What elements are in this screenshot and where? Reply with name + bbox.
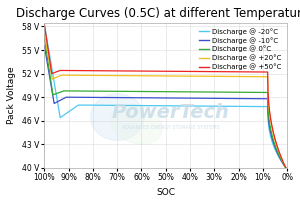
- Discharge @ -20°C: [43, 24, 46, 26]
- Discharge @ 0°C: [43, 37, 46, 39]
- Discharge @ -10°C: [277, 154, 280, 156]
- Line: Discharge @ +20°C: Discharge @ +20°C: [44, 34, 286, 168]
- Discharge @ -20°C: [44, 33, 48, 36]
- Discharge @ -20°C: [277, 155, 280, 157]
- Discharge @ +20°C: [44, 38, 47, 40]
- Discharge @ -10°C: [44, 51, 47, 53]
- Discharge @ -10°C: [57, 100, 60, 102]
- Discharge @ 0°C: [284, 167, 288, 169]
- Discharge @ +50°C: [43, 24, 46, 26]
- Discharge @ +50°C: [282, 162, 285, 164]
- Line: Discharge @ +50°C: Discharge @ +50°C: [44, 25, 286, 168]
- Discharge @ -20°C: [282, 164, 285, 166]
- Line: Discharge @ 0°C: Discharge @ 0°C: [44, 38, 286, 168]
- Discharge @ -10°C: [284, 167, 288, 169]
- Text: ADVANCED ENERGY STORAGE SYSTEMS: ADVANCED ENERGY STORAGE SYSTEMS: [122, 125, 220, 130]
- X-axis label: SOC: SOC: [156, 188, 175, 197]
- Y-axis label: Pack Voltage: Pack Voltage: [7, 67, 16, 124]
- Discharge @ 0°C: [44, 43, 47, 45]
- Discharge @ -20°C: [65, 112, 69, 114]
- Discharge @ +50°C: [284, 167, 288, 169]
- Discharge @ 0°C: [277, 152, 280, 155]
- Discharge @ 0°C: [55, 92, 59, 95]
- Text: PowerTech: PowerTech: [112, 103, 230, 122]
- Ellipse shape: [111, 104, 162, 144]
- Legend: Discharge @ -20°C, Discharge @ -10°C, Discharge @ 0°C, Discharge @ +20°C, Discha: Discharge @ -20°C, Discharge @ -10°C, Di…: [197, 26, 284, 72]
- Discharge @ -10°C: [110, 96, 114, 99]
- Discharge @ -10°C: [282, 163, 285, 166]
- Discharge @ +50°C: [44, 29, 47, 31]
- Discharge @ +50°C: [277, 149, 280, 151]
- Discharge @ 0°C: [282, 163, 285, 165]
- Ellipse shape: [91, 94, 144, 140]
- Line: Discharge @ -10°C: Discharge @ -10°C: [44, 46, 286, 168]
- Discharge @ -20°C: [54, 91, 58, 93]
- Discharge @ 0°C: [49, 78, 52, 80]
- Discharge @ -20°C: [120, 104, 123, 107]
- Discharge @ +50°C: [48, 59, 52, 61]
- Discharge @ -20°C: [284, 167, 288, 169]
- Discharge @ +20°C: [54, 76, 57, 79]
- Discharge @ +20°C: [48, 65, 52, 68]
- Discharge @ -10°C: [43, 45, 46, 47]
- Discharge @ -10°C: [50, 86, 53, 89]
- Discharge @ +50°C: [53, 71, 57, 74]
- Discharge @ +20°C: [43, 33, 46, 35]
- Line: Discharge @ -20°C: Discharge @ -20°C: [44, 25, 286, 168]
- Discharge @ +20°C: [284, 167, 288, 169]
- Discharge @ +20°C: [282, 162, 285, 164]
- Title: Discharge Curves (0.5C) at different Temperatures: Discharge Curves (0.5C) at different Tem…: [16, 7, 300, 20]
- Discharge @ +20°C: [106, 74, 110, 77]
- Discharge @ +50°C: [106, 70, 109, 72]
- Discharge @ 0°C: [109, 90, 112, 92]
- Discharge @ +20°C: [277, 150, 280, 152]
